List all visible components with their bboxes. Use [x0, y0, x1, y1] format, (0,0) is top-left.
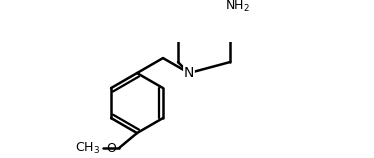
- Text: NH$_2$: NH$_2$: [225, 0, 250, 14]
- Text: CH$_3$: CH$_3$: [74, 140, 100, 156]
- Text: N: N: [184, 66, 194, 80]
- Text: O: O: [106, 142, 116, 155]
